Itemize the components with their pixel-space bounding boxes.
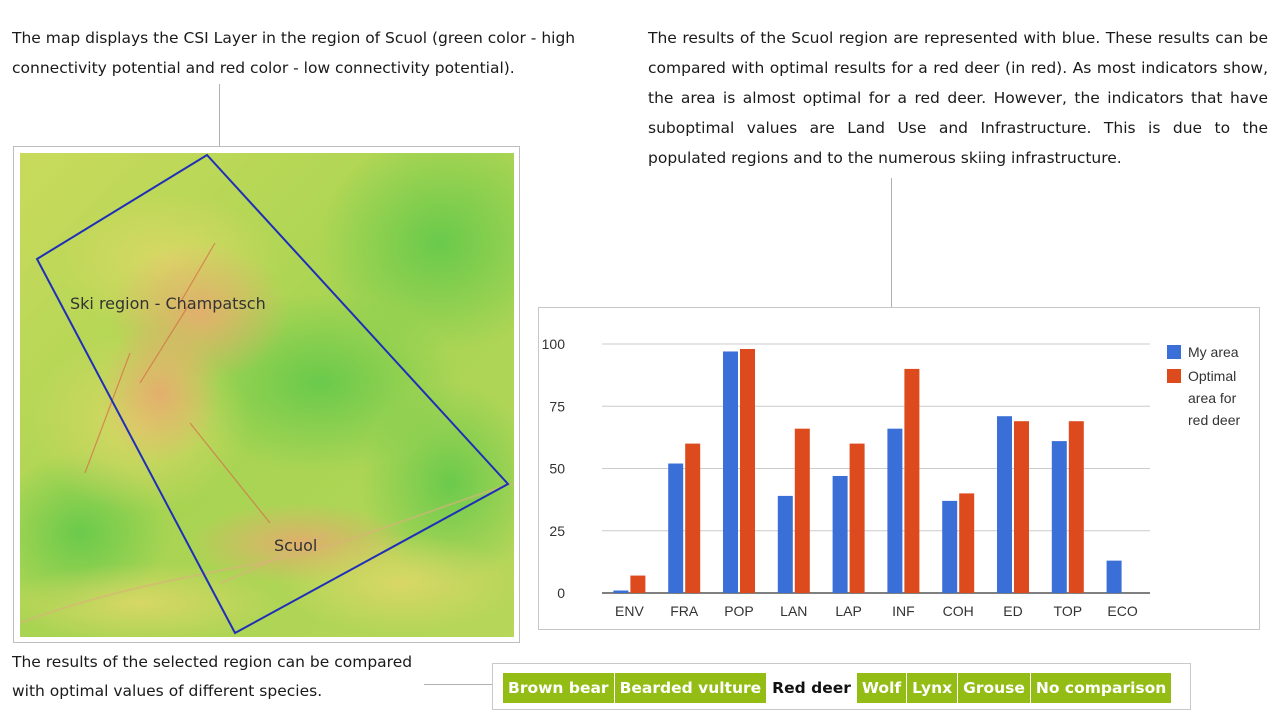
bar-env-optimal <box>630 575 646 593</box>
bar-top-optimal <box>1068 421 1084 593</box>
bar-pop-my-area <box>723 351 738 593</box>
x-tick-label: INF <box>892 603 915 619</box>
bar-lap-my-area <box>832 475 848 593</box>
species-selector: Brown bear Bearded vulture Red deer Wolf… <box>492 663 1191 710</box>
chart-gridlines <box>602 343 1150 594</box>
bar-env-my-area <box>613 590 629 593</box>
results-description: The results of the Scuol region are repr… <box>648 29 1268 167</box>
bar-fra-my-area <box>668 463 684 593</box>
x-tick-label: ED <box>1003 603 1022 619</box>
bar-pop-optimal <box>740 348 755 593</box>
x-tick-label: FRA <box>670 603 699 619</box>
csi-map[interactable]: Ski region - Champatsch Scuol <box>13 146 520 643</box>
legend-swatch <box>1167 345 1181 359</box>
bar-coh-optimal <box>959 493 975 593</box>
legend-swatch <box>1167 369 1181 383</box>
selector-caption-connector <box>424 684 492 685</box>
species-option-grouse[interactable]: Grouse <box>958 673 1031 703</box>
map-caption-connector <box>219 84 220 146</box>
species-option-lynx[interactable]: Lynx <box>907 673 959 703</box>
x-tick-label: COH <box>943 603 974 619</box>
species-option-no-comparison[interactable]: No comparison <box>1030 673 1172 703</box>
bar-chart: 0 25 50 75 100 ENV FRA POP LAN LAP INF COH ED TOP ECO… <box>542 336 1241 619</box>
species-option-bearded-vulture[interactable]: Bearded vulture <box>614 673 768 703</box>
chart-caption-connector <box>891 178 892 307</box>
y-axis-ticks: 0 25 50 75 100 <box>542 336 566 601</box>
chart-legend: My area Optimal area for red deer <box>1167 344 1240 428</box>
bar-lap-optimal <box>849 443 865 593</box>
x-tick-label: ENV <box>615 603 644 619</box>
x-tick-label: TOP <box>1054 603 1083 619</box>
map-description: The map displays the CSI Layer in the re… <box>12 29 576 77</box>
csi-map-image[interactable]: Ski region - Champatsch Scuol <box>20 153 514 637</box>
bar-lan-optimal <box>794 428 810 593</box>
y-tick-label: 50 <box>549 461 565 477</box>
bar-ed-my-area <box>997 416 1012 593</box>
comparison-description: The results of the selected region can b… <box>12 653 413 700</box>
species-option-red-deer[interactable]: Red deer <box>767 673 857 703</box>
species-option-wolf[interactable]: Wolf <box>856 673 908 703</box>
ski-region-label: Ski region - Champatsch <box>70 294 266 313</box>
bar-fra-optimal <box>685 443 701 593</box>
chart-bars <box>613 348 1122 593</box>
x-tick-label: POP <box>724 603 754 619</box>
x-tick-label: LAP <box>835 603 861 619</box>
species-option-brown-bear[interactable]: Brown bear <box>503 673 615 703</box>
indicator-chart: 0 25 50 75 100 ENV FRA POP LAN LAP INF COH ED TOP ECO… <box>538 307 1260 630</box>
x-axis-ticks: ENV FRA POP LAN LAP INF COH ED TOP ECO <box>615 603 1138 619</box>
x-tick-label: LAN <box>780 603 807 619</box>
bar-eco-my-area <box>1106 560 1122 593</box>
bar-inf-optimal <box>904 368 920 593</box>
x-tick-label: ECO <box>1107 603 1137 619</box>
legend-label: My area <box>1188 344 1239 360</box>
selection-polygon[interactable] <box>35 153 510 635</box>
bar-inf-my-area <box>887 428 903 593</box>
y-tick-label: 25 <box>549 523 565 539</box>
species-tabs: Brown bear Bearded vulture Red deer Wolf… <box>503 673 1172 703</box>
y-tick-label: 100 <box>542 336 566 352</box>
bar-coh-my-area <box>942 500 958 593</box>
bar-top-my-area <box>1051 441 1067 593</box>
y-tick-label: 75 <box>549 398 565 414</box>
bar-ed-optimal <box>1014 421 1029 593</box>
scuol-label: Scuol <box>274 536 317 555</box>
legend-label: Optimal area for red deer <box>1188 368 1240 428</box>
y-tick-label: 0 <box>557 585 565 601</box>
bar-lan-my-area <box>777 495 793 593</box>
